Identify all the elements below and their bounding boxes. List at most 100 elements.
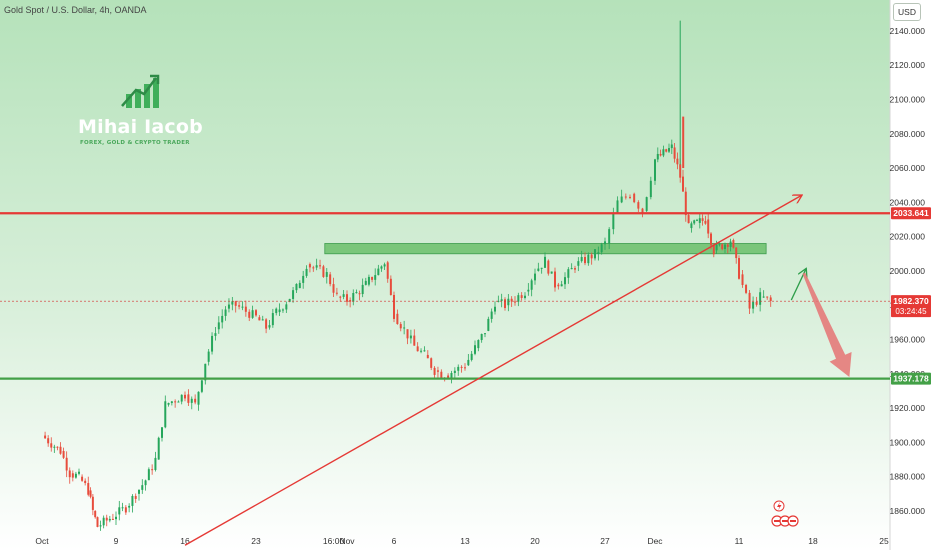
candle-body [423,350,426,352]
candle-body [490,311,493,319]
candle-body [361,284,364,295]
ascending-trendline[interactable] [184,195,801,546]
candle-body [712,245,715,255]
candle-body [200,380,203,392]
candle-body [50,443,53,448]
x-tick-label: 6 [392,536,397,546]
candle-body [704,220,707,224]
y-tick-label: 2020.000 [890,232,926,242]
growth-chart-icon [121,74,160,108]
resistance-price-label: 2033.641 [891,207,931,220]
candle-body [170,401,173,404]
candle-body [99,525,102,527]
candle-body [281,309,284,311]
candle-body [167,403,170,405]
candle-body [319,265,322,267]
candle-body [396,313,399,325]
candle-body [211,335,214,352]
candle-body [684,191,687,216]
candle-body [214,333,217,336]
candle-body [335,292,338,294]
candle-body [96,517,99,527]
candle-body [295,283,298,291]
candle-body [298,282,301,289]
current-price-label: 1982.370 03:24:45 [891,295,931,318]
candle-body [367,276,370,285]
supply-demand-zone[interactable] [324,243,767,255]
candle-body [194,398,197,403]
y-tick-label: 2120.000 [890,60,926,70]
candle-body [745,284,748,293]
candle-body [389,278,392,295]
candle-body [308,264,311,268]
candle-body [668,148,670,152]
candle-body [144,480,147,486]
candle-body [197,391,200,405]
candle-body [278,309,281,313]
candle-body [131,495,134,506]
candle-body [534,273,536,281]
candle-body [527,289,530,292]
chart-event-icons[interactable] [771,500,799,527]
candle-body [53,446,56,448]
candle-body [460,366,463,368]
candle-body [690,223,693,229]
candle-body [430,358,433,368]
candle-body [207,351,210,362]
x-tick-label: 9 [114,536,119,546]
y-tick-label: 1920.000 [890,403,926,413]
candle-body [721,244,724,250]
candle-body [732,240,735,248]
candle-body [134,495,137,499]
y-tick-label: 2040.000 [890,197,926,207]
candle-body [108,518,111,521]
candle-body [403,327,406,329]
candle-body [177,401,180,403]
x-tick-label: 16 [180,536,190,546]
projection-arrow-down[interactable] [802,272,852,377]
candle-body [128,505,131,508]
candle-body [413,335,416,346]
candle-body [682,176,684,192]
candle-body [550,271,553,274]
candle-body [436,370,439,372]
flag-stripe-1 [774,520,780,522]
candle-body [91,496,94,510]
candle-body [115,516,117,520]
candle-body [662,149,665,156]
candle-body [164,401,167,428]
candle-body [659,153,662,156]
candle-body [494,306,496,312]
brand-name: Mihai Iacob [78,116,203,138]
candle-body [687,215,690,224]
candle-body [275,308,278,314]
x-tick-label: 18 [808,536,818,546]
x-tick-label: 23 [251,536,261,546]
x-tick-label: 16:00 [323,536,345,546]
candle-body [151,469,154,471]
candle-body [204,363,207,381]
resistance-price-text: 2033.641 [893,208,929,218]
currency-button[interactable]: USD [893,3,921,21]
candle-body [325,272,328,277]
candle-body [600,244,603,253]
candle-body [470,353,473,360]
candle-body [654,159,656,181]
candle-body [673,147,676,159]
candle-body [682,116,685,169]
candle-body [637,202,640,209]
candle-body [453,370,456,373]
price-axis-background[interactable] [890,0,932,550]
x-tick-label: Dec [647,536,663,546]
candle-body [105,517,108,521]
symbol-title: Gold Spot / U.S. Dollar, 4h, OANDA [4,5,147,15]
candle-body [377,268,380,276]
candle-body [124,507,127,513]
x-tick-label: 25 [879,536,889,546]
y-tick-label: 1880.000 [890,472,926,482]
candle-body [665,149,668,152]
brand-logo: Mihai Iacob FOREX, GOLD & CRYPTO TRADER [78,72,218,152]
candle-body [315,265,318,268]
candle-body [629,196,631,198]
